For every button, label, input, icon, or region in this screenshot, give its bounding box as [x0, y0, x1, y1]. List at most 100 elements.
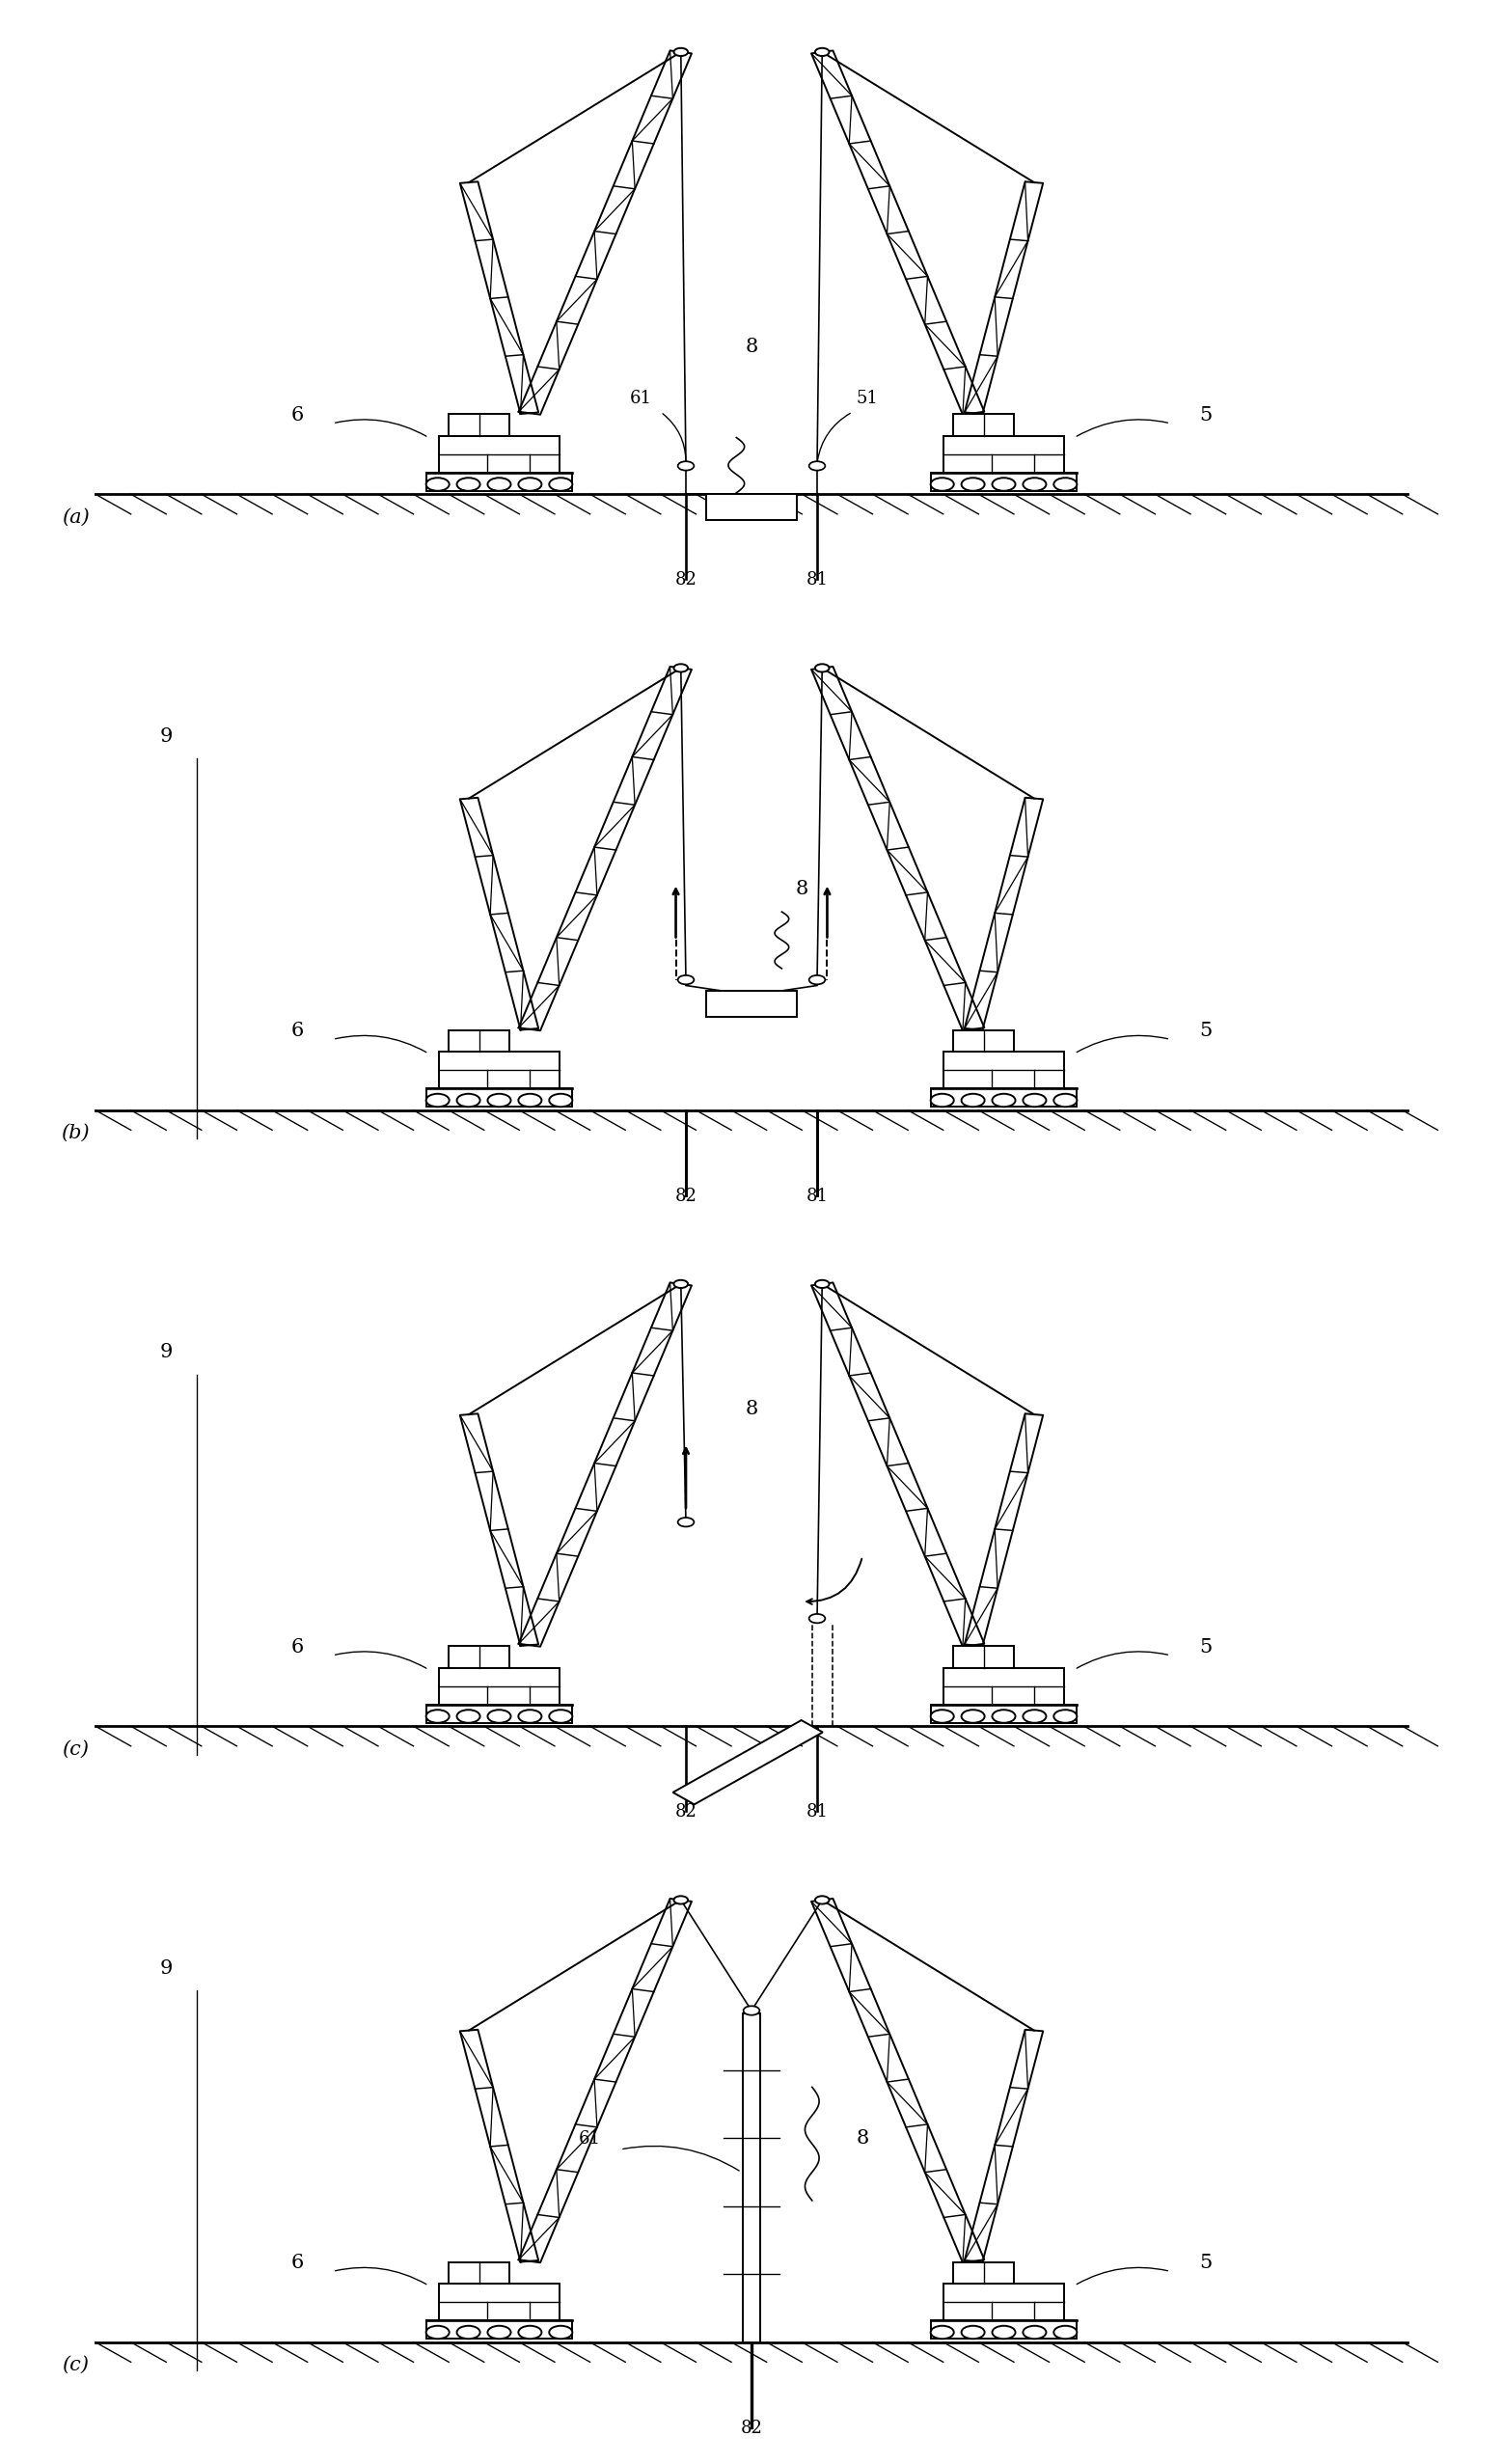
Circle shape	[549, 478, 573, 490]
Bar	[425, 1089, 573, 1106]
Circle shape	[1024, 1094, 1046, 1106]
Bar	[742, 2013, 761, 2343]
Text: (a): (a)	[62, 508, 89, 527]
Polygon shape	[673, 1720, 822, 1804]
Circle shape	[457, 1710, 479, 1722]
Circle shape	[487, 2326, 511, 2338]
Circle shape	[809, 1614, 825, 1624]
Text: (b): (b)	[62, 1124, 90, 1143]
Bar	[449, 1030, 510, 1052]
Bar	[930, 1705, 1078, 1722]
Circle shape	[1054, 478, 1078, 490]
Circle shape	[425, 1710, 449, 1722]
Circle shape	[487, 1710, 511, 1722]
Bar	[944, 436, 1064, 473]
Circle shape	[815, 663, 830, 673]
Circle shape	[673, 1279, 688, 1289]
Text: 5: 5	[1199, 2255, 1211, 2272]
Circle shape	[1024, 2326, 1046, 2338]
Bar	[449, 2262, 510, 2284]
Text: 9: 9	[159, 727, 173, 747]
Circle shape	[992, 2326, 1016, 2338]
Text: 8: 8	[857, 2129, 869, 2149]
Circle shape	[678, 1518, 694, 1528]
Text: 8: 8	[795, 880, 809, 899]
Circle shape	[962, 1710, 984, 1722]
Text: 82: 82	[741, 2420, 762, 2437]
Text: 6: 6	[292, 1023, 304, 1040]
Text: 61: 61	[630, 389, 652, 407]
Text: (c): (c)	[62, 1740, 89, 1759]
Circle shape	[815, 1279, 830, 1289]
Circle shape	[519, 1094, 541, 1106]
Circle shape	[992, 1094, 1016, 1106]
Circle shape	[678, 976, 694, 986]
Bar	[944, 2284, 1064, 2321]
Text: 81: 81	[806, 1804, 828, 1821]
Circle shape	[673, 47, 688, 57]
Text: (c): (c)	[62, 2356, 89, 2375]
Circle shape	[992, 478, 1016, 490]
Circle shape	[673, 663, 688, 673]
Text: 82: 82	[675, 1188, 697, 1205]
Circle shape	[425, 478, 449, 490]
Text: 9: 9	[159, 1343, 173, 1363]
Circle shape	[425, 1094, 449, 1106]
Circle shape	[815, 47, 830, 57]
Bar	[449, 414, 510, 436]
Bar	[953, 1646, 1015, 1668]
Bar	[425, 473, 573, 490]
Bar	[930, 2321, 1078, 2338]
Bar	[944, 1052, 1064, 1089]
Text: 8: 8	[745, 338, 758, 357]
Text: 8: 8	[745, 1400, 758, 1419]
Circle shape	[962, 2326, 984, 2338]
Bar	[706, 991, 797, 1018]
Circle shape	[549, 1094, 573, 1106]
Circle shape	[519, 1710, 541, 1722]
Text: 81: 81	[806, 572, 828, 589]
Bar	[439, 2284, 559, 2321]
Circle shape	[425, 2326, 449, 2338]
Circle shape	[678, 461, 694, 471]
Text: 82: 82	[675, 1804, 697, 1821]
Circle shape	[1054, 2326, 1078, 2338]
Text: 81: 81	[806, 1188, 828, 1205]
Text: 5: 5	[1199, 407, 1211, 424]
Bar	[930, 1089, 1078, 1106]
Bar	[930, 473, 1078, 490]
Text: 61: 61	[579, 2131, 601, 2149]
Bar	[706, 495, 797, 520]
Circle shape	[549, 2326, 573, 2338]
Text: 9: 9	[159, 1959, 173, 1979]
Circle shape	[1054, 1710, 1078, 1722]
Text: 51: 51	[857, 389, 879, 407]
Bar	[425, 1705, 573, 1722]
Circle shape	[487, 1094, 511, 1106]
Bar	[449, 1646, 510, 1668]
Text: 5: 5	[1199, 1023, 1211, 1040]
Text: 6: 6	[292, 1639, 304, 1656]
Circle shape	[487, 478, 511, 490]
Bar	[953, 414, 1015, 436]
Circle shape	[992, 1710, 1016, 1722]
Circle shape	[457, 1094, 479, 1106]
Circle shape	[1054, 1094, 1078, 1106]
Text: 6: 6	[292, 407, 304, 424]
Bar	[425, 2321, 573, 2338]
Circle shape	[1024, 478, 1046, 490]
Bar	[953, 1030, 1015, 1052]
Circle shape	[519, 2326, 541, 2338]
Circle shape	[930, 478, 954, 490]
Circle shape	[809, 976, 825, 986]
Circle shape	[962, 1094, 984, 1106]
Circle shape	[673, 1895, 688, 1905]
Circle shape	[457, 478, 479, 490]
Circle shape	[815, 1895, 830, 1905]
Circle shape	[1024, 1710, 1046, 1722]
Circle shape	[930, 1710, 954, 1722]
Circle shape	[809, 461, 825, 471]
Circle shape	[744, 2006, 759, 2016]
Bar	[439, 436, 559, 473]
Circle shape	[457, 2326, 479, 2338]
